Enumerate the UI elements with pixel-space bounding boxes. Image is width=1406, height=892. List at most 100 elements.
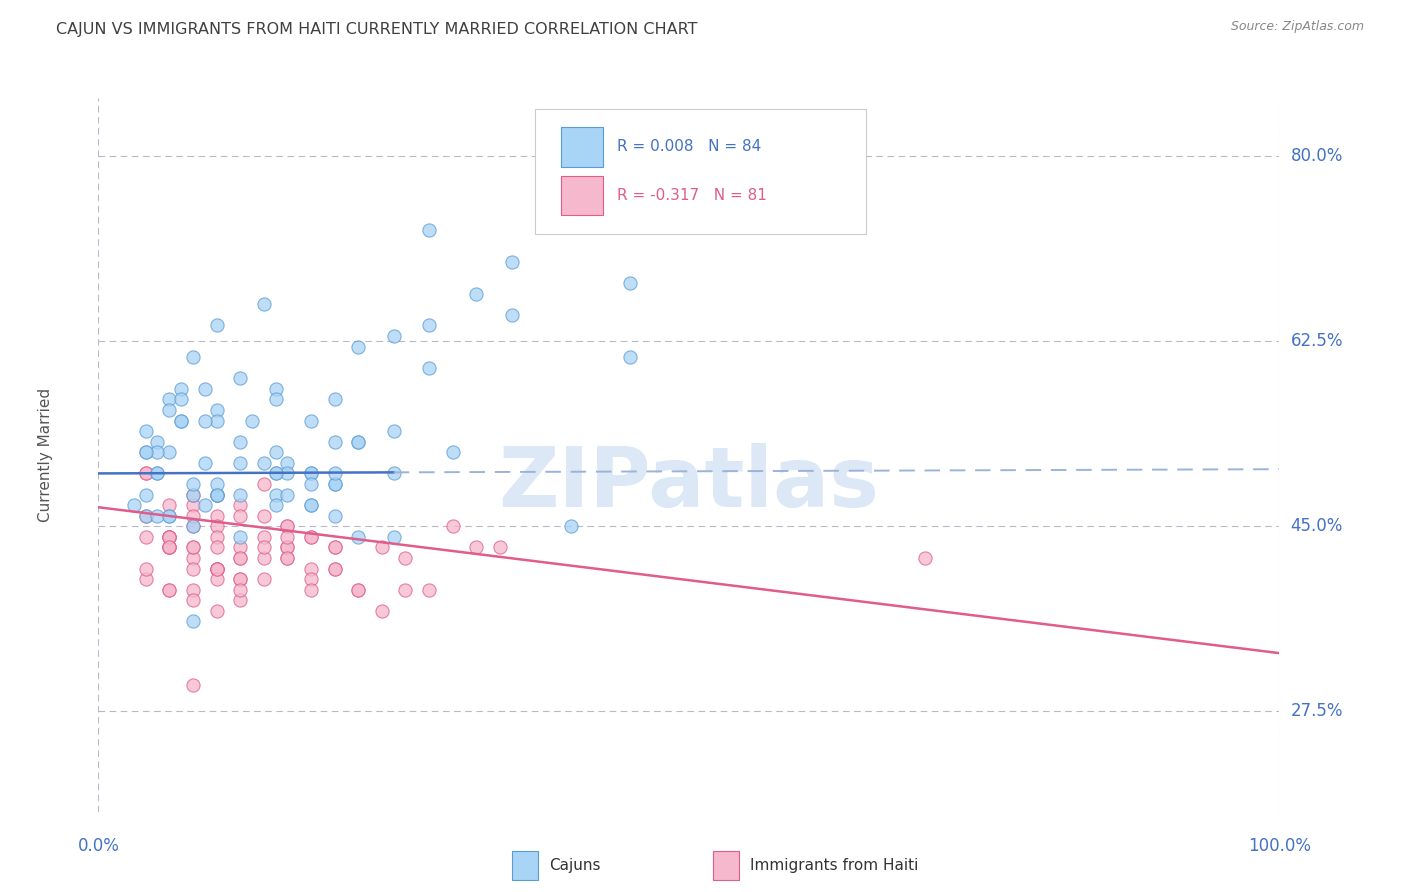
Point: [299, 572, 322, 586]
Point: [323, 541, 346, 555]
Point: [229, 551, 252, 566]
Point: [181, 487, 204, 501]
Point: [489, 541, 512, 555]
Point: [205, 572, 228, 586]
Point: [194, 382, 217, 396]
Point: [229, 541, 252, 555]
Point: [229, 487, 252, 501]
Point: [229, 530, 252, 544]
Point: [205, 487, 228, 501]
Point: [276, 456, 298, 470]
Point: [264, 487, 287, 501]
Point: [157, 541, 180, 555]
Point: [181, 508, 204, 523]
Point: [229, 498, 252, 512]
Point: [264, 445, 287, 459]
Point: [299, 467, 322, 481]
Point: [157, 508, 180, 523]
Text: Immigrants from Haiti: Immigrants from Haiti: [751, 858, 918, 872]
Point: [229, 508, 252, 523]
Point: [299, 467, 322, 481]
Point: [181, 593, 204, 607]
Point: [299, 561, 322, 575]
Point: [276, 519, 298, 533]
Point: [264, 392, 287, 407]
Point: [299, 530, 322, 544]
Point: [382, 424, 405, 438]
Point: [253, 572, 276, 586]
Text: Cajuns: Cajuns: [550, 858, 602, 872]
Point: [501, 308, 523, 322]
Point: [181, 498, 204, 512]
Point: [135, 487, 157, 501]
Point: [157, 530, 180, 544]
Point: [229, 572, 252, 586]
Point: [135, 467, 157, 481]
Point: [157, 498, 180, 512]
FancyBboxPatch shape: [536, 109, 866, 234]
Text: 45.0%: 45.0%: [1291, 517, 1343, 535]
Point: [371, 541, 394, 555]
Point: [181, 678, 204, 692]
Point: [253, 551, 276, 566]
Point: [205, 477, 228, 491]
Point: [205, 519, 228, 533]
Point: [253, 530, 276, 544]
Point: [229, 434, 252, 449]
Point: [205, 541, 228, 555]
Point: [394, 551, 416, 566]
Point: [323, 541, 346, 555]
Point: [135, 561, 157, 575]
Point: [181, 541, 204, 555]
Point: [382, 530, 405, 544]
Point: [323, 561, 346, 575]
Point: [418, 360, 440, 375]
Point: [157, 530, 180, 544]
Point: [205, 413, 228, 427]
Point: [157, 541, 180, 555]
Point: [323, 561, 346, 575]
Point: [418, 318, 440, 333]
Point: [253, 456, 276, 470]
Point: [323, 508, 346, 523]
Point: [135, 508, 157, 523]
FancyBboxPatch shape: [512, 851, 537, 880]
Point: [194, 456, 217, 470]
Point: [914, 551, 936, 566]
Point: [276, 551, 298, 566]
Point: [229, 593, 252, 607]
Point: [276, 530, 298, 544]
Point: [240, 413, 263, 427]
Text: 27.5%: 27.5%: [1291, 702, 1343, 720]
Point: [181, 350, 204, 364]
FancyBboxPatch shape: [713, 851, 738, 880]
Point: [170, 413, 193, 427]
Point: [205, 561, 228, 575]
Point: [299, 582, 322, 597]
Point: [418, 223, 440, 237]
Point: [170, 392, 193, 407]
Text: 62.5%: 62.5%: [1291, 333, 1343, 351]
Point: [181, 519, 204, 533]
Point: [264, 382, 287, 396]
Point: [347, 582, 370, 597]
Text: R = -0.317   N = 81: R = -0.317 N = 81: [617, 188, 766, 203]
Point: [181, 582, 204, 597]
Point: [157, 582, 180, 597]
Point: [157, 392, 180, 407]
Point: [181, 487, 204, 501]
Point: [299, 498, 322, 512]
Text: 80.0%: 80.0%: [1291, 147, 1343, 165]
Point: [501, 255, 523, 269]
Point: [157, 403, 180, 417]
Point: [465, 286, 488, 301]
Point: [323, 477, 346, 491]
Point: [253, 541, 276, 555]
Point: [181, 519, 204, 533]
Text: ZIPatlas: ZIPatlas: [499, 443, 879, 524]
Point: [194, 413, 217, 427]
Point: [441, 519, 464, 533]
Point: [157, 530, 180, 544]
Point: [205, 403, 228, 417]
Point: [135, 530, 157, 544]
